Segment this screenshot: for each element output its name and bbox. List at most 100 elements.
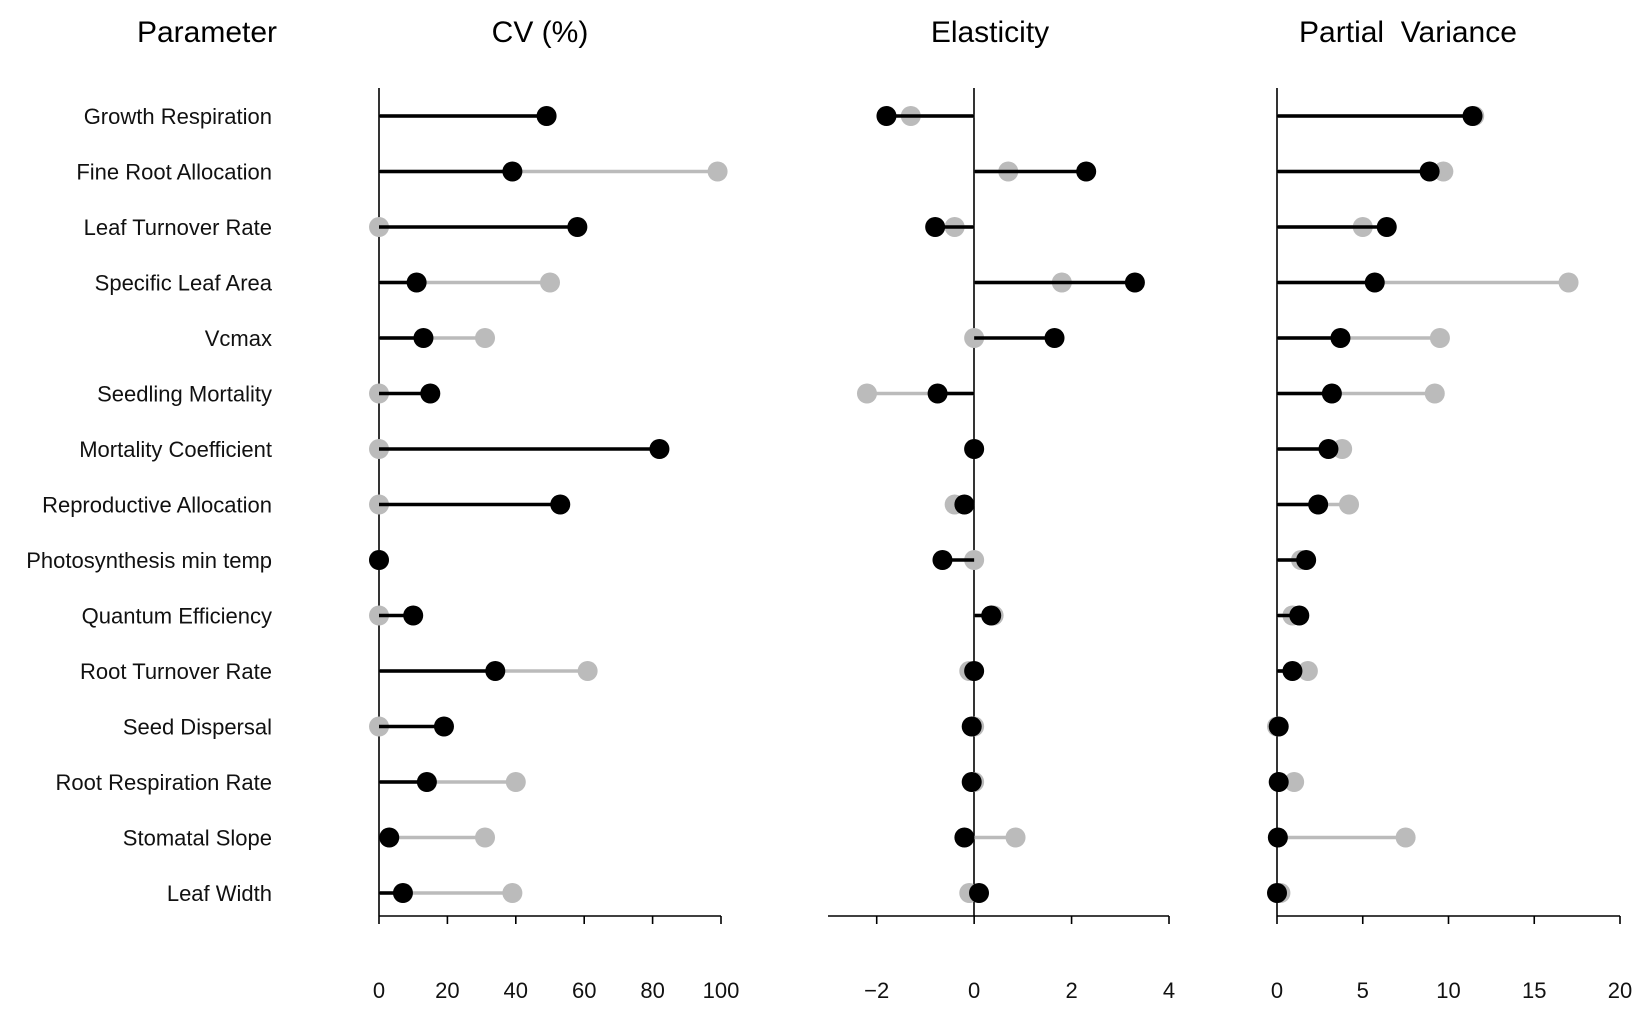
black-point xyxy=(954,827,975,848)
black-point xyxy=(502,161,523,182)
black-point xyxy=(932,550,953,570)
header-partial-variance: Partial Variance xyxy=(1299,16,1517,49)
x-tick-label: 5 xyxy=(1357,978,1369,1003)
parameter-label: Seed Dispersal xyxy=(123,715,272,740)
gray-point xyxy=(856,383,877,404)
black-point xyxy=(1268,772,1289,792)
black-point xyxy=(1462,106,1483,126)
black-point xyxy=(1330,328,1351,348)
gray-point xyxy=(505,772,526,792)
x-tick-label: 80 xyxy=(640,978,664,1003)
x-tick-label: 15 xyxy=(1522,978,1546,1003)
parameter-label: Specific Leaf Area xyxy=(95,271,273,296)
gray-point xyxy=(475,827,496,848)
black-point xyxy=(420,383,441,404)
cv-panel: 0 20 40 60 80 100 xyxy=(369,88,739,1003)
gray-point xyxy=(540,272,560,293)
black-point xyxy=(416,772,437,792)
partial-variance-panel: 0 5 10 15 20 xyxy=(1267,88,1632,1003)
gray-point xyxy=(707,161,728,182)
gray-point xyxy=(1424,383,1445,404)
black-point xyxy=(1282,661,1303,681)
parameter-label: Vcmax xyxy=(205,326,272,351)
black-point xyxy=(964,439,985,459)
parameter-labels: Growth Respiration Fine Root Allocation Le… xyxy=(26,104,273,906)
gray-point xyxy=(1005,827,1026,848)
black-point xyxy=(1308,494,1329,515)
header-parameter: Parameter xyxy=(137,16,277,49)
black-point xyxy=(925,217,946,237)
black-point xyxy=(403,605,424,626)
gray-point xyxy=(1395,827,1416,848)
black-point xyxy=(1364,272,1385,293)
black-point xyxy=(649,439,670,459)
x-tick-label: 2 xyxy=(1065,978,1077,1003)
x-tick-label: 10 xyxy=(1436,978,1460,1003)
x-tick-label: 60 xyxy=(572,978,596,1003)
black-point xyxy=(927,383,948,404)
parameter-label: Leaf Turnover Rate xyxy=(84,215,272,240)
parameter-label: Photosynthesis min temp xyxy=(26,548,272,573)
black-point xyxy=(954,494,975,515)
parameter-label: Leaf Width xyxy=(167,881,272,906)
black-point xyxy=(969,883,990,903)
black-point xyxy=(1267,827,1288,848)
black-point xyxy=(1076,161,1097,182)
black-point xyxy=(379,827,400,848)
x-tick-label: 20 xyxy=(1608,978,1632,1003)
gray-point xyxy=(1332,439,1353,459)
x-tick-label: 0 xyxy=(968,978,980,1003)
x-tick-label: 20 xyxy=(435,978,459,1003)
black-point xyxy=(413,328,434,348)
black-point xyxy=(964,661,985,681)
gray-point xyxy=(1339,494,1360,515)
gray-point xyxy=(475,328,496,348)
gray-point xyxy=(577,661,598,681)
parameter-label: Root Turnover Rate xyxy=(80,659,272,684)
parameter-label: Fine Root Allocation xyxy=(76,160,272,185)
black-point xyxy=(961,772,982,792)
gray-point xyxy=(502,883,523,903)
black-point xyxy=(406,272,427,293)
black-point xyxy=(1296,550,1317,570)
black-point xyxy=(981,605,1002,626)
header-elasticity: Elasticity xyxy=(931,16,1049,49)
black-point xyxy=(1044,328,1065,348)
black-point xyxy=(876,106,897,126)
black-point xyxy=(1124,272,1145,293)
header-cv: CV (%) xyxy=(492,16,589,49)
x-tick-label: 40 xyxy=(504,978,528,1003)
parameter-label: Seedling Mortality xyxy=(97,382,272,407)
x-tick-label: 0 xyxy=(1271,978,1283,1003)
black-point xyxy=(961,716,982,737)
black-point xyxy=(433,716,454,737)
x-tick-label: 100 xyxy=(703,978,740,1003)
parameter-label: Growth Respiration xyxy=(84,104,272,129)
black-point xyxy=(392,883,413,903)
black-point xyxy=(1419,161,1440,182)
gray-point xyxy=(1558,272,1579,293)
black-point xyxy=(1321,383,1342,404)
black-point xyxy=(1318,439,1339,459)
elasticity-panel: −2 0 2 4 xyxy=(828,88,1175,1003)
black-point xyxy=(1376,217,1397,237)
parameter-label: Root Respiration Rate xyxy=(56,770,272,795)
gray-point xyxy=(1284,772,1305,792)
parameter-label: Reproductive Allocation xyxy=(42,493,272,518)
black-point xyxy=(536,106,557,126)
black-point xyxy=(1289,605,1310,626)
black-point xyxy=(485,661,506,681)
gray-point xyxy=(1433,161,1454,182)
parameter-label: Stomatal Slope xyxy=(123,826,272,851)
black-point xyxy=(1267,883,1287,903)
x-tick-label: −2 xyxy=(864,978,889,1003)
black-point xyxy=(567,217,588,237)
black-point xyxy=(550,494,571,515)
black-point xyxy=(369,550,389,570)
parameter-label: Mortality Coefficient xyxy=(79,437,272,462)
x-tick-label: 4 xyxy=(1163,978,1175,1003)
x-tick-label: 0 xyxy=(373,978,385,1003)
black-point xyxy=(1268,716,1289,737)
parameter-label: Quantum Efficiency xyxy=(82,604,272,629)
